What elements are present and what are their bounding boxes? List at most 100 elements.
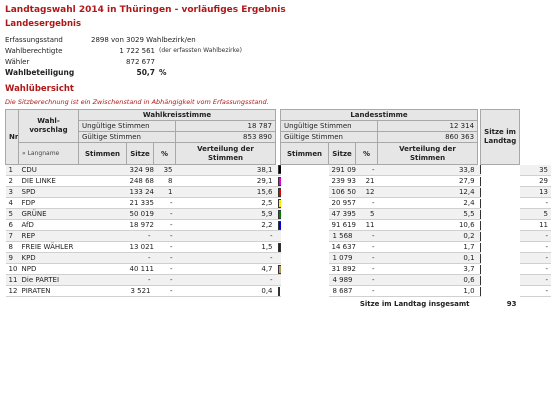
- wk-col-verteilung: Verteilung der Stimmen: [175, 142, 276, 165]
- ls-verteilung: [477, 230, 481, 242]
- ls-col-pct: %: [355, 142, 378, 165]
- ls-sitze: 12: [355, 186, 378, 198]
- row-nr: 1: [5, 164, 19, 176]
- table-row: 5 GRÜNE 50 019-5,9 47 395 5 5,5 5: [5, 208, 551, 220]
- wk-sitze: -: [153, 274, 176, 286]
- row-party: FREIE WÄHLER: [18, 241, 127, 253]
- wk-verteilung: [275, 230, 281, 242]
- ls-verteilung: [477, 197, 481, 209]
- landtag-sitze: 13: [519, 186, 551, 198]
- ls-sitze: 11: [355, 219, 378, 231]
- wk-sitze: -: [153, 252, 176, 264]
- ls-sitze: 21: [355, 175, 378, 187]
- wk-stimmen: 18 972: [126, 219, 154, 231]
- vote-bar: [479, 220, 481, 230]
- table-row: 12 PIRATEN 3 521-0,4 8 687-1,0-: [5, 285, 551, 297]
- row-nr: 4: [5, 197, 19, 209]
- wk-stimmen: 21 335: [126, 197, 154, 209]
- table-row: 9 KPD - - -1 079-0,1-: [5, 252, 551, 264]
- landtag-sitze: -: [519, 285, 551, 297]
- vote-bar: [479, 165, 481, 175]
- ls-stimmen: 291 098: [328, 164, 356, 176]
- ls-sitze: -: [355, 164, 378, 176]
- vote-bar: [479, 264, 481, 274]
- col-wahlvorschlag: Wahl-vorschlag: [18, 109, 79, 143]
- ls-pct: 1,0: [377, 285, 478, 297]
- wk-gueltige-value: 853 890: [175, 131, 276, 143]
- ls-pct: 5,5: [377, 208, 478, 220]
- ls-stimmen: 91 619: [328, 219, 356, 231]
- ls-pct: 0,2: [377, 230, 478, 242]
- wk-verteilung: [275, 197, 281, 209]
- wk-col-stimmen: Stimmen: [78, 142, 127, 165]
- ls-stimmen: 31 892: [328, 263, 356, 275]
- vote-bar: [479, 242, 481, 252]
- row-party: CDU: [18, 164, 127, 176]
- wk-sitze: 35: [153, 164, 176, 176]
- ls-stimmen: 47 395: [328, 208, 356, 220]
- wk-verteilung: [275, 186, 281, 198]
- wahlbeteiligung-label: Wahlbeteiligung: [5, 68, 75, 77]
- ls-verteilung: [477, 285, 481, 297]
- wk-sitze: -: [153, 197, 176, 209]
- wk-verteilung: [275, 175, 281, 187]
- landtag-sitze: -: [519, 252, 551, 264]
- wahlbeteiligung-value: 50,7: [136, 68, 155, 77]
- waehler-value: 872 677: [126, 57, 155, 66]
- wk-verteilung: [275, 219, 281, 231]
- ls-pct: 0,1: [377, 252, 478, 264]
- ls-pct: 27,9: [377, 175, 478, 187]
- wk-sitze: -: [153, 241, 176, 253]
- wk-verteilung: [275, 164, 281, 176]
- row-nr: 3: [5, 186, 19, 198]
- landtag-sitze: 5: [519, 208, 551, 220]
- waehler-label: Wähler: [5, 57, 30, 66]
- ls-stimmen: 14 637: [328, 241, 356, 253]
- wk-stimmen: -: [126, 230, 154, 242]
- row-party: FDP: [18, 197, 127, 209]
- vote-bar: [277, 165, 281, 175]
- landtag-sitze: -: [519, 230, 551, 242]
- row-party: Die PARTEI: [18, 274, 127, 286]
- ls-sitze: -: [355, 252, 378, 264]
- vote-bar: [479, 176, 481, 186]
- landtag-sitze: -: [519, 197, 551, 209]
- ls-verteilung: [477, 164, 481, 176]
- ls-stimmen: 239 939: [328, 175, 356, 187]
- ls-sitze: -: [355, 241, 378, 253]
- ls-verteilung: [477, 274, 481, 286]
- col-langname-link[interactable]: » Langname: [18, 142, 79, 165]
- results-table: Nr. Wahl-vorschlag Wahlkreisstimme Lande…: [5, 109, 551, 308]
- row-party: REP: [18, 230, 127, 242]
- wk-verteilung: [275, 274, 281, 286]
- vote-bar: [277, 209, 281, 219]
- wk-pct: 2,5: [175, 197, 276, 209]
- ls-sitze: -: [355, 197, 378, 209]
- wk-verteilung: [275, 252, 281, 264]
- wk-stimmen: 133 242: [126, 186, 154, 198]
- table-row: 11 Die PARTEI - - -4 989-0,6-: [5, 274, 551, 286]
- ls-verteilung: [477, 263, 481, 275]
- hint-text: Die Sitzberechnung ist ein Zwischenstand…: [5, 98, 269, 106]
- landtag-sitze: 11: [519, 219, 551, 231]
- ls-col-stimmen: Stimmen: [280, 142, 329, 165]
- total-value: 93: [480, 296, 520, 308]
- wk-stimmen: -: [126, 252, 154, 264]
- row-party: GRÜNE: [18, 208, 127, 220]
- ls-col-sitze: Sitze: [328, 142, 356, 165]
- landtag-sitze: 29: [519, 175, 551, 187]
- wk-col-sitze: Sitze: [126, 142, 154, 165]
- landtag-sitze: -: [519, 241, 551, 253]
- ls-stimmen: 20 957: [328, 197, 356, 209]
- wk-sitze: -: [153, 285, 176, 297]
- vote-bar: [277, 198, 281, 208]
- landtag-sitze: -: [519, 274, 551, 286]
- wk-verteilung: [275, 285, 281, 297]
- ls-gueltige-label: Gültige Stimmen: [280, 131, 378, 143]
- wk-stimmen: 324 982: [126, 164, 154, 176]
- ls-sitze: -: [355, 263, 378, 275]
- wk-pct: -: [175, 252, 276, 264]
- wk-verteilung: [275, 263, 281, 275]
